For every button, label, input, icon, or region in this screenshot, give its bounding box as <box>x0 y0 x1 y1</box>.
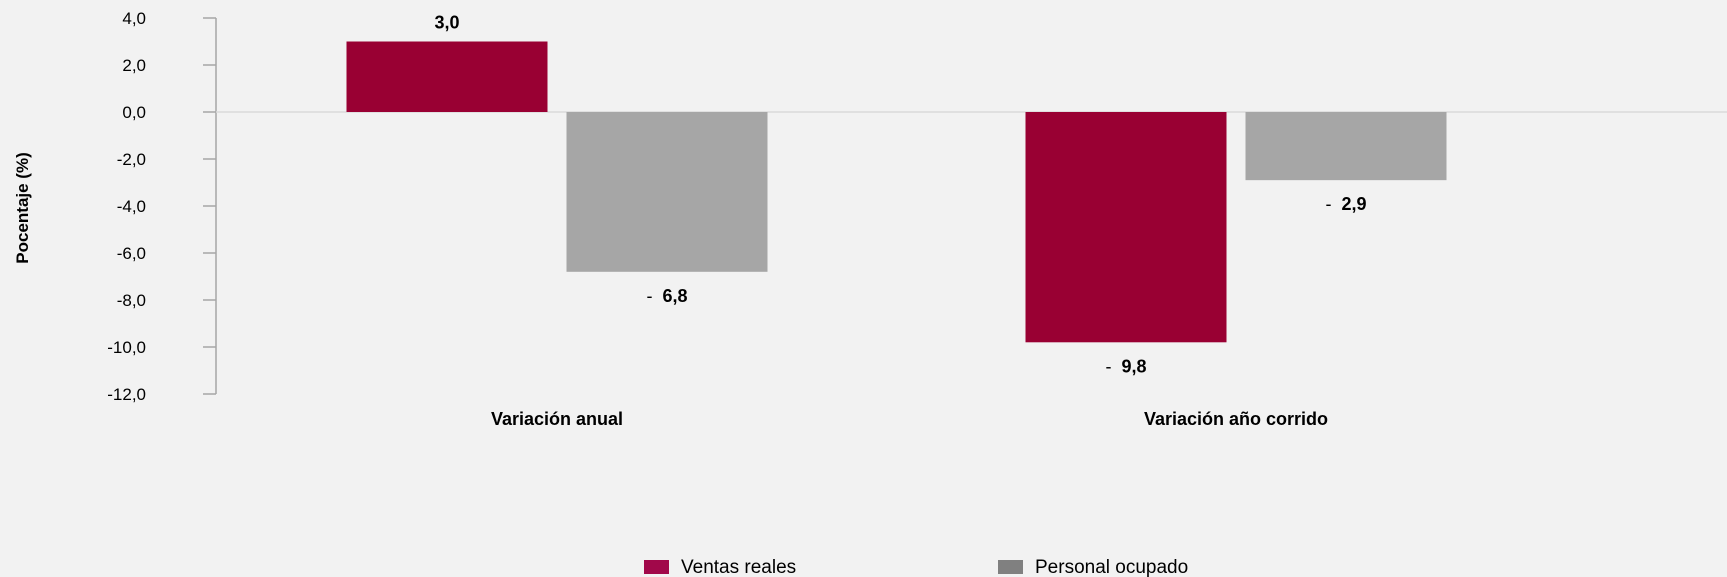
legend-swatch <box>644 560 669 574</box>
category-label: Variación anual <box>491 409 623 429</box>
data-labels: 3,0 - 6,8 - 9,8 - 2,9 <box>434 13 1366 377</box>
legend-swatch <box>998 560 1023 574</box>
y-tick-label: -2,0 <box>117 150 146 169</box>
data-label: - 9,8 <box>1105 356 1146 376</box>
data-label: 3,0 <box>434 13 459 33</box>
bar-personal-ocupado <box>566 112 768 272</box>
legend: Ventas reales Personal ocupado <box>644 557 1188 577</box>
bars <box>346 41 1447 343</box>
data-label: - 2,9 <box>1325 194 1366 214</box>
y-tick-label: -8,0 <box>117 291 146 310</box>
y-tick-label: -6,0 <box>117 244 146 263</box>
y-axis: 4,0 2,0 0,0 -2,0 -4,0 -6,0 -8,0 -10,0 -12,0 <box>107 9 217 404</box>
data-label: - 6,8 <box>646 286 687 306</box>
y-tick-label: -12,0 <box>107 385 146 404</box>
y-axis-title: Pocentaje (%) <box>13 152 32 263</box>
legend-label: Personal ocupado <box>1035 557 1188 577</box>
y-tick-label: -10,0 <box>107 338 146 357</box>
y-tick-label: 0,0 <box>122 103 146 122</box>
bar-ventas-reales <box>1025 112 1227 343</box>
category-label: Variación año corrido <box>1144 409 1328 429</box>
y-tick-label: 2,0 <box>122 56 146 75</box>
y-tick-label: -4,0 <box>117 197 146 216</box>
y-tick-label: 4,0 <box>122 9 146 28</box>
bar-ventas-reales <box>346 41 548 112</box>
bar-personal-ocupado <box>1245 112 1447 181</box>
category-labels: Variación anual Variación año corrido <box>491 409 1328 429</box>
legend-label: Ventas reales <box>681 557 796 577</box>
